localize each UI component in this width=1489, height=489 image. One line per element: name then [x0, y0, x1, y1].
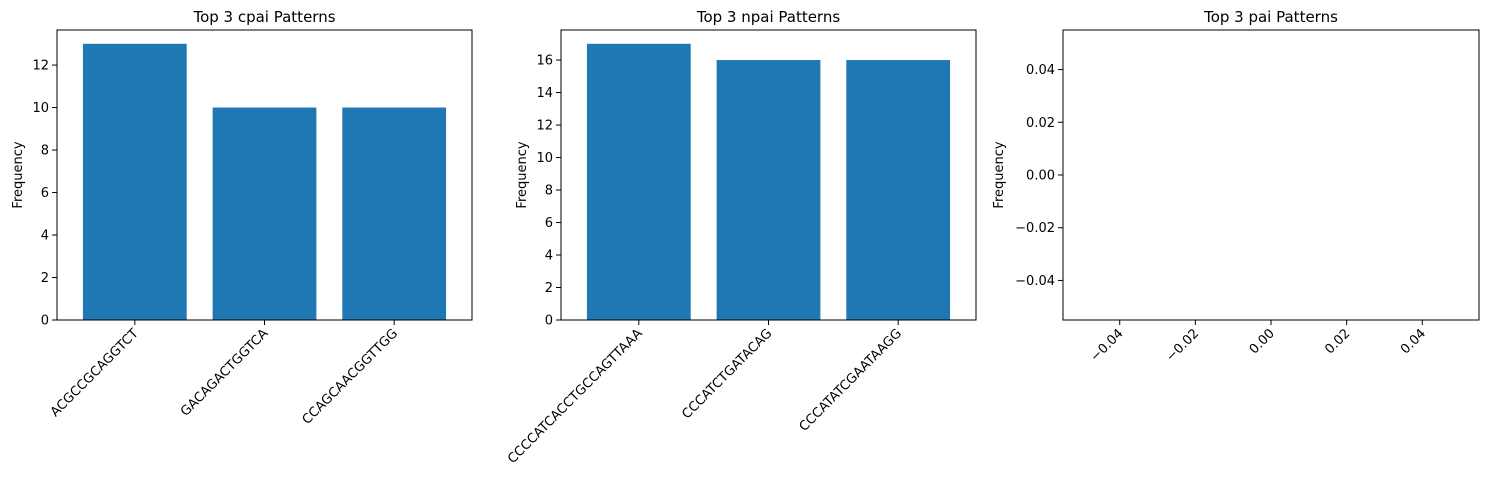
- bar-2: [846, 60, 951, 320]
- bar-2: [342, 107, 447, 321]
- x-tick-label: GACAGACTGGTCA: [178, 326, 271, 419]
- y-tick-label: 14: [536, 86, 553, 101]
- bar-1: [212, 107, 317, 321]
- y-tick-label: −0.04: [1015, 274, 1055, 289]
- chart-title: Top 3 cpai Patterns: [192, 8, 335, 26]
- y-tick-label: 4: [41, 229, 49, 244]
- y-tick-label: 0.00: [1026, 169, 1055, 184]
- y-tick-label: 4: [545, 249, 553, 264]
- y-axis-label: Frequency: [992, 141, 1007, 208]
- y-tick-label: 0.04: [1026, 63, 1055, 78]
- plot-area: CCCCATCACCTGCCAGTTAAA CCCATCTGATACAG CCCAT…: [505, 29, 977, 467]
- x-tick-label: −0.04: [1088, 326, 1127, 365]
- y-tick-label: 6: [41, 186, 49, 201]
- x-tick-label: 0.02: [1322, 326, 1353, 357]
- y-tick-label: 2: [41, 271, 49, 286]
- y-tick-label: 0: [545, 314, 553, 329]
- x-tick-label: CCCATCTGATACAG: [679, 326, 775, 422]
- bar-0: [82, 43, 187, 321]
- y-axis-label: Frequency: [11, 141, 26, 208]
- plot-area: ACGCCGCAGGTCT GACAGACTGGTCA CCAGCAACGGTTGG…: [32, 29, 473, 428]
- chart-panel-npai: Top 3 npai Patterns Frequency CCCCATCACC…: [505, 8, 977, 467]
- y-axis-label: Frequency: [515, 141, 530, 208]
- y-tick-label: 12: [32, 59, 49, 74]
- y-tick-label: 8: [545, 184, 553, 199]
- axes-frame: [560, 29, 977, 321]
- y-tick-label: 6: [545, 216, 553, 231]
- x-tick-label: ACGCCGCAGGTCT: [48, 326, 142, 420]
- bar-1: [716, 60, 821, 320]
- bar-0: [586, 43, 691, 321]
- chart-title: Top 3 pai Patterns: [1203, 8, 1338, 26]
- chart-panel-pai: Top 3 pai Patterns Frequency −0.04 −0.02 0…: [992, 8, 1480, 365]
- x-tick-label: CCCATATCGAATAAGG: [797, 326, 905, 434]
- y-tick-label: 12: [536, 119, 553, 134]
- plot-area: −0.04 −0.02 0.00 0.02 0.04 −0.04 −0.02 0.00 0.02…: [1015, 29, 1480, 365]
- chart-panel-cpai: Top 3 cpai Patterns Frequency ACGCCGCAGG…: [11, 8, 473, 428]
- y-tick-label: 10: [32, 101, 49, 116]
- x-tick-label: 0.00: [1247, 326, 1278, 357]
- chart-title: Top 3 npai Patterns: [696, 8, 841, 26]
- y-tick-label: 2: [545, 281, 553, 296]
- x-tick-label: CCCCATCACCTGCCAGTTAAA: [505, 326, 646, 467]
- y-tick-label: 0.02: [1026, 116, 1055, 131]
- axes-frame: [56, 29, 473, 321]
- axes-frame: [1062, 29, 1480, 321]
- y-tick-label: 0: [41, 314, 49, 329]
- x-tick-label: CCAGCAACGGTTGG: [300, 326, 401, 427]
- y-tick-label: 16: [536, 54, 553, 69]
- x-tick-label: −0.02: [1163, 326, 1202, 365]
- y-tick-label: −0.02: [1015, 221, 1055, 236]
- y-tick-label: 10: [536, 151, 553, 166]
- x-tick-label: 0.04: [1398, 326, 1429, 357]
- y-tick-label: 8: [41, 144, 49, 159]
